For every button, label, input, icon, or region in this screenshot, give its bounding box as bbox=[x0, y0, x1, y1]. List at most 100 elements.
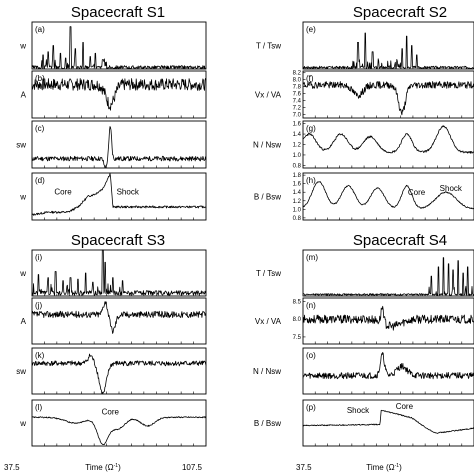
panel-frame bbox=[31, 120, 207, 169]
panel-tag: (p) bbox=[306, 403, 316, 412]
y-axis-label: sw bbox=[16, 367, 26, 376]
series-line-o bbox=[302, 352, 474, 380]
series-line-k bbox=[31, 353, 207, 394]
y-axis-label: Vx / VA bbox=[255, 317, 282, 326]
panel-frame bbox=[31, 21, 207, 70]
chart-title: Spacecraft S1 bbox=[71, 4, 165, 21]
y-axis-label: w bbox=[19, 193, 26, 202]
series-line-l bbox=[31, 416, 207, 445]
series-line-c bbox=[31, 126, 207, 168]
series-line-h bbox=[303, 181, 474, 210]
series-line-e bbox=[302, 32, 474, 70]
spacecraft-block-3: Spacecraft S3 (i) w (j) A (k) sw (l) w Core bbox=[16, 232, 207, 447]
time-axis-min-right: 37.5 bbox=[296, 463, 312, 472]
panel-frame bbox=[31, 399, 207, 447]
panel-b: (b) A bbox=[21, 70, 207, 119]
annotation-shock: Shock bbox=[440, 184, 463, 193]
y-tick-label: 1.8 bbox=[293, 173, 302, 179]
y-axis-label: w bbox=[19, 42, 26, 51]
panel-tag: (k) bbox=[35, 351, 45, 360]
series-line-m bbox=[302, 257, 474, 296]
y-tick-label: 1.6 bbox=[293, 122, 302, 128]
annotation-shock: Shock bbox=[117, 187, 140, 196]
panel-frame bbox=[302, 21, 474, 70]
series-line-a bbox=[31, 26, 207, 70]
y-tick-label: 7.2 bbox=[293, 106, 302, 112]
panel-tag: (m) bbox=[306, 253, 318, 262]
series-line-n bbox=[302, 305, 474, 331]
panel-k: (k) sw bbox=[16, 347, 207, 395]
annotation-core: Core bbox=[396, 402, 414, 411]
panel-frame bbox=[302, 70, 474, 119]
time-axis-max-left: 107.5 bbox=[182, 463, 203, 472]
y-tick-label: 7.8 bbox=[293, 85, 302, 91]
y-tick-label: 1.4 bbox=[293, 132, 302, 138]
y-tick-label: 7.6 bbox=[293, 92, 302, 98]
y-axis-label: w bbox=[19, 419, 26, 428]
spacecraft-block-2: Spacecraft S2(e)T / Tsw(f)Vx / VA8.28.07… bbox=[253, 4, 474, 222]
panel-p: (p) B / Bsw Shock Core bbox=[254, 399, 474, 447]
y-axis-label: A bbox=[21, 317, 27, 326]
panel-a: (a) w bbox=[19, 21, 207, 70]
y-axis-label: T / Tsw bbox=[256, 269, 281, 278]
panel-frame bbox=[31, 297, 207, 345]
series-line-i bbox=[31, 249, 207, 296]
y-tick-label: 8.2 bbox=[293, 71, 302, 77]
y-tick-label: 1.6 bbox=[293, 182, 302, 188]
y-axis-label: sw bbox=[16, 141, 26, 150]
panel-h: (h) B / Bsw 1.8 1.6 1.4 1.2 1.0 0.8 Core Shock bbox=[254, 172, 474, 222]
y-axis-label: Vx / VA bbox=[255, 91, 282, 100]
y-tick-label: 1.4 bbox=[293, 190, 302, 196]
panel-g: (g) N / Nsw 1.6 1.4 1.2 1.0 0.8 bbox=[253, 120, 474, 169]
chart-title: Spacecraft S4 bbox=[353, 232, 447, 249]
panel-f: (f) Vx / VA 8.28.07.87.67.47.27.0 bbox=[255, 70, 474, 119]
spacecraft-block-4: Spacecraft S4 (m) T / Tsw (n) Vx / VA 8.5 8.0 7… bbox=[253, 232, 474, 447]
panel-tag: (f) bbox=[306, 74, 314, 83]
panel-o: (o) N / Nsw bbox=[253, 347, 474, 395]
y-tick-label: 1.0 bbox=[293, 207, 302, 213]
series-line-b bbox=[31, 78, 207, 111]
panel-l: (l) w Core bbox=[19, 399, 207, 447]
chart-title: Spacecraft S3 bbox=[71, 232, 165, 249]
panel-frame bbox=[31, 347, 207, 395]
panel-frame bbox=[302, 172, 474, 221]
panel-i: (i) w bbox=[19, 249, 207, 297]
panel-m: (m) T / Tsw bbox=[256, 249, 474, 297]
series-line-p bbox=[302, 409, 474, 434]
y-tick-label: 8.0 bbox=[293, 317, 302, 323]
panel-frame bbox=[302, 297, 474, 345]
panel-tag: (l) bbox=[35, 403, 42, 412]
panel-d: (d) w Core Shock bbox=[19, 172, 207, 221]
y-tick-label: 8.5 bbox=[293, 300, 302, 306]
y-axis-label: T / Tsw bbox=[256, 42, 281, 51]
y-tick-label: 0.8 bbox=[293, 216, 302, 222]
annotation-core: Core bbox=[102, 408, 120, 417]
panel-e: (e) T / Tsw bbox=[256, 21, 474, 70]
y-tick-label: 0.8 bbox=[293, 163, 302, 169]
panel-tag: (d) bbox=[35, 176, 45, 185]
time-axis-label-right: Time (Ω-1) bbox=[366, 463, 402, 472]
y-axis-label: N / Nsw bbox=[253, 141, 281, 150]
y-axis-label: w bbox=[19, 269, 26, 278]
series-line-d bbox=[31, 172, 207, 216]
panel-tag: (g) bbox=[306, 124, 316, 133]
panel-frame bbox=[302, 120, 474, 169]
panel-tag: (b) bbox=[35, 74, 45, 83]
panel-frame bbox=[31, 70, 207, 119]
panel-tag: (e) bbox=[306, 25, 316, 34]
panel-tag: (j) bbox=[35, 301, 42, 310]
panel-tag: (h) bbox=[306, 176, 316, 185]
chart-title: Spacecraft S2 bbox=[353, 4, 447, 21]
annotation-core: Core bbox=[54, 187, 72, 196]
y-axis-label: B / Bsw bbox=[254, 419, 281, 428]
panel-tag: (a) bbox=[35, 25, 45, 34]
y-axis-label: B / Bsw bbox=[254, 193, 281, 202]
time-axis-min-left: 37.5 bbox=[4, 463, 20, 472]
panel-frame bbox=[31, 249, 207, 297]
spacecraft-block-1: Spacecraft S1 (a) w (b) A (c) sw (d) w Core Shock bbox=[16, 4, 207, 221]
panel-tag: (c) bbox=[35, 124, 45, 133]
series-line-g bbox=[302, 125, 474, 154]
panel-frame bbox=[302, 399, 474, 447]
y-tick-label: 7.5 bbox=[293, 335, 302, 341]
